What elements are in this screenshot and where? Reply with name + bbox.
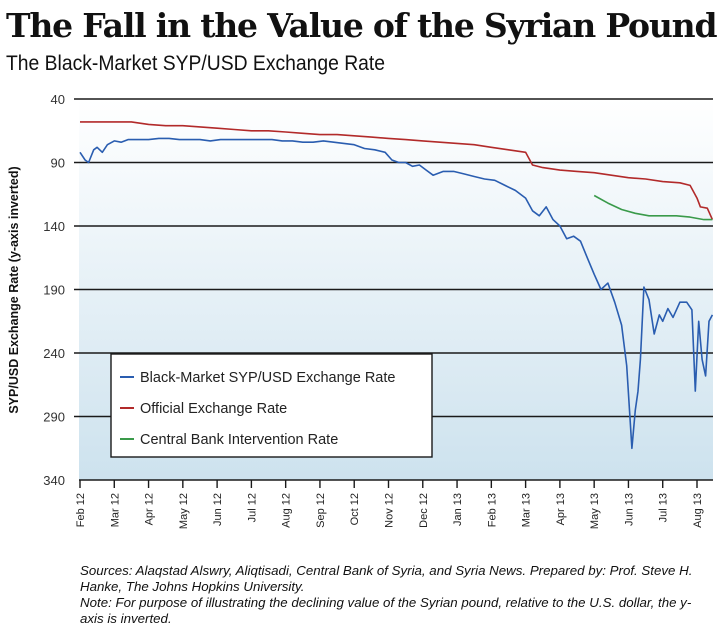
chart-title: The Fall in the Value of the Syrian Poun…	[6, 6, 718, 45]
x-tick-label: Jul 12	[246, 493, 258, 522]
y-tick-label: 140	[43, 219, 65, 234]
legend-label: Official Exchange Rate	[140, 401, 287, 417]
legend-label: Black-Market SYP/USD Exchange Rate	[140, 370, 395, 386]
chart-subtitle: The Black-Market SYP/USD Exchange Rate	[6, 52, 386, 75]
y-tick-label: 90	[51, 156, 65, 171]
line-chart: 40 90 140 190 240 290 340 Feb 12 Mar 12 Apr 12 Ma…	[7, 92, 714, 529]
y-tick-label: 340	[43, 473, 65, 488]
x-tick-label: Aug 12	[281, 493, 293, 528]
x-tick-label: Feb 12	[75, 493, 87, 527]
x-tick-label: Jan 13	[452, 493, 464, 526]
x-tick-label: Oct 12	[349, 493, 361, 525]
x-tick-label: Jun 13	[623, 493, 635, 526]
x-tick-label: Mar 12	[109, 493, 121, 527]
series	[79, 121, 714, 450]
series-line-central-bank-intervention-rate	[593, 194, 713, 221]
x-tick-label: May 13	[589, 493, 601, 529]
x-axis: Feb 12 Mar 12 Apr 12 May 12 Jun 12 Jul 12 Aug …	[75, 479, 713, 529]
x-tick-label: Feb 13	[486, 493, 498, 527]
x-tick-label: Sep 12	[315, 493, 327, 528]
series-line-black-market-syp-usd-exchange-rate	[79, 137, 714, 450]
sources-text: Sources: Alaqstad Alswry, Aliqtisadi, Ce…	[80, 563, 693, 594]
legend-box	[110, 353, 433, 458]
legend: Black-Market SYP/USD Exchange Rate Offici…	[110, 353, 433, 458]
x-tick-label: Mar 13	[521, 493, 533, 527]
y-tick-label: 290	[43, 410, 65, 425]
x-tick-label: Dec 12	[418, 493, 430, 528]
x-tick-label: Jul 13	[658, 493, 670, 522]
y-axis-label: SYP/USD Exchange Rate (y-axis inverted)	[7, 166, 21, 413]
x-tick-label: Aug 13	[692, 493, 704, 528]
x-tick-label: Nov 12	[384, 493, 396, 528]
series-line-official-exchange-rate	[80, 121, 714, 220]
y-tick-label: 190	[43, 283, 65, 298]
x-tick-label: Apr 12	[144, 493, 156, 525]
source-notes: Sources: Alaqstad Alswry, Aliqtisadi, Ce…	[80, 563, 710, 627]
x-tick-label: Jun 12	[212, 493, 224, 526]
note-text: Note: For purpose of illustrating the de…	[80, 595, 692, 626]
x-tick-label: May 12	[178, 493, 190, 529]
legend-label: Central Bank Intervention Rate	[140, 432, 338, 448]
y-tick-label: 240	[43, 346, 65, 361]
x-tick-label: Apr 13	[555, 493, 567, 525]
y-axis-ticks: 40 90 140 190 240 290 340	[43, 92, 65, 488]
y-tick-label: 40	[51, 92, 65, 107]
